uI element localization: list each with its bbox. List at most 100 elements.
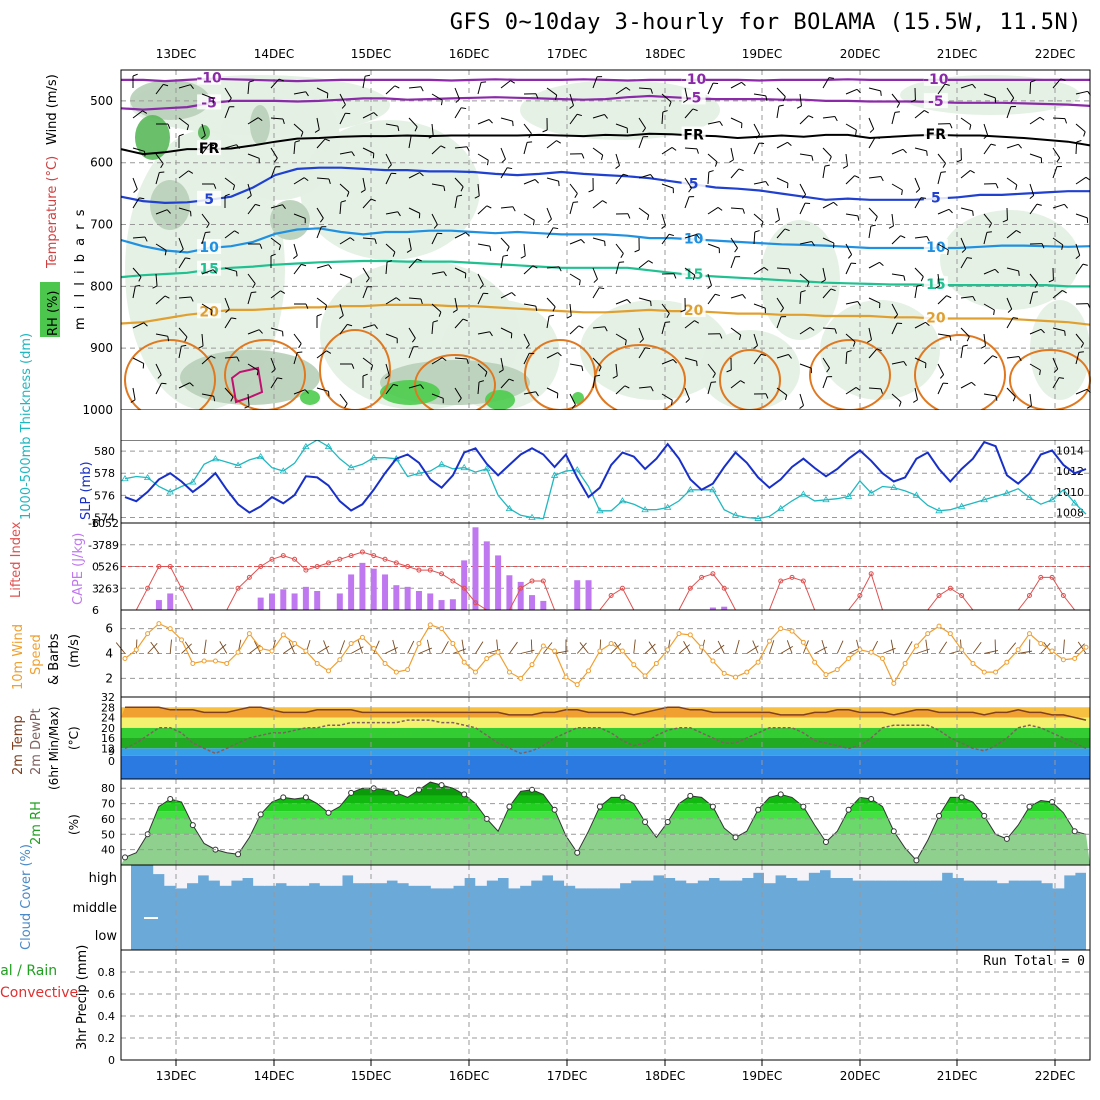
barb-flag xyxy=(244,405,250,409)
barb-flag xyxy=(765,393,769,399)
thickness-marker xyxy=(822,495,830,503)
barb xyxy=(1052,357,1059,370)
cloud-gap-32 xyxy=(486,865,498,881)
x-tick-bottom-21DEC: 21DEC xyxy=(937,1069,977,1083)
barb-flag xyxy=(898,401,902,407)
barb xyxy=(1006,106,1012,119)
barb-flag xyxy=(855,387,861,391)
barb xyxy=(592,147,604,156)
barb-flag xyxy=(1012,317,1019,319)
isotherm-label-bg-4-0 xyxy=(197,239,222,255)
barb xyxy=(569,393,576,405)
barb xyxy=(845,243,853,255)
cloud-gap-51 xyxy=(697,865,709,881)
barb-flag xyxy=(602,200,608,204)
barb-flag xyxy=(206,223,210,229)
barb-flag xyxy=(626,299,631,304)
barb xyxy=(937,208,950,215)
barb xyxy=(546,140,557,149)
barb xyxy=(776,141,788,149)
barb xyxy=(201,213,210,224)
isotherm-label-20-0: 20 xyxy=(199,304,219,320)
slp-tick-1014: 1014 xyxy=(1056,444,1084,457)
barb xyxy=(408,237,412,250)
cape-bar-17 xyxy=(314,590,321,610)
barb-flag xyxy=(1056,157,1061,163)
barb xyxy=(270,237,281,246)
barb-flag xyxy=(696,148,699,154)
barb-flag xyxy=(1010,97,1015,103)
barb-flag xyxy=(920,276,924,282)
wind-barb-58 xyxy=(780,645,794,654)
cloud-gap-49 xyxy=(675,865,687,881)
barb xyxy=(707,382,712,395)
barb-flag xyxy=(227,97,232,103)
thickness-tick-576: 576 xyxy=(94,489,115,502)
barb-flag xyxy=(966,257,973,259)
wind-barb-14 xyxy=(283,645,296,654)
wind-point-73 xyxy=(947,631,953,637)
cloud-gap-70 xyxy=(908,865,920,881)
barb xyxy=(661,303,670,314)
barb-flag xyxy=(901,189,903,196)
barb-flag xyxy=(479,284,484,289)
barb xyxy=(362,198,372,209)
barb xyxy=(592,114,605,119)
rh-point-12 xyxy=(257,811,264,818)
thickness-marker xyxy=(121,474,129,482)
barb xyxy=(753,303,766,309)
barb xyxy=(454,387,462,399)
barb xyxy=(477,153,489,161)
barb-flag xyxy=(625,87,631,91)
barb-flag xyxy=(1026,405,1032,409)
upper-air-tick-600: 600 xyxy=(90,156,113,170)
thickness-marker xyxy=(867,489,875,496)
barb xyxy=(960,296,973,299)
barb-flag xyxy=(1078,351,1084,353)
cloud-gap-13 xyxy=(275,865,287,884)
barb xyxy=(178,296,191,299)
lifted-point-12 xyxy=(258,564,264,569)
wind-point-19 xyxy=(337,657,343,663)
barb xyxy=(270,204,283,209)
barb xyxy=(799,241,812,245)
barb xyxy=(822,288,832,299)
cloud-gap-3 xyxy=(164,865,176,886)
temp-band-3 xyxy=(121,727,1090,738)
barb xyxy=(845,301,858,305)
barb-flag xyxy=(993,309,995,316)
isotherm-label-10-1: 10 xyxy=(684,231,704,247)
cape-bar-35 xyxy=(517,581,524,610)
lifted-point-81 xyxy=(1038,574,1044,580)
chart-title: GFS 0~10day 3-hourly for BOLAMA (15.5W, … xyxy=(0,6,1100,40)
thickness-marker xyxy=(573,466,581,473)
rh-shade-24 xyxy=(300,390,320,405)
barb-flag xyxy=(178,133,184,137)
wind-point-74 xyxy=(959,647,965,653)
barb xyxy=(454,107,462,119)
barb xyxy=(316,350,327,359)
barb xyxy=(454,318,464,329)
barb xyxy=(316,87,329,94)
barb-flag xyxy=(489,331,493,337)
barb-flag xyxy=(1082,263,1088,266)
wind-point-32 xyxy=(484,655,490,661)
wind-barb-36 xyxy=(530,639,533,654)
barb xyxy=(1052,290,1063,299)
wind-barb-12 xyxy=(253,640,262,654)
barb-flag xyxy=(532,220,535,226)
barb-flag xyxy=(210,355,216,359)
barb-flag xyxy=(433,224,438,229)
barb xyxy=(201,144,210,155)
barb xyxy=(523,142,528,155)
barb-flag xyxy=(856,88,861,94)
barb-flag xyxy=(788,354,792,359)
cloud-gap-53 xyxy=(719,865,732,881)
barb-flag xyxy=(542,129,548,133)
barb xyxy=(730,237,738,249)
lifted-point-29 xyxy=(450,578,456,584)
x-tick-bottom-15DEC: 15DEC xyxy=(351,1069,391,1083)
cloud-gap-73 xyxy=(941,865,954,873)
isotherm-label-bg-1-2 xyxy=(923,93,948,109)
cloud-gap-40 xyxy=(575,865,587,889)
